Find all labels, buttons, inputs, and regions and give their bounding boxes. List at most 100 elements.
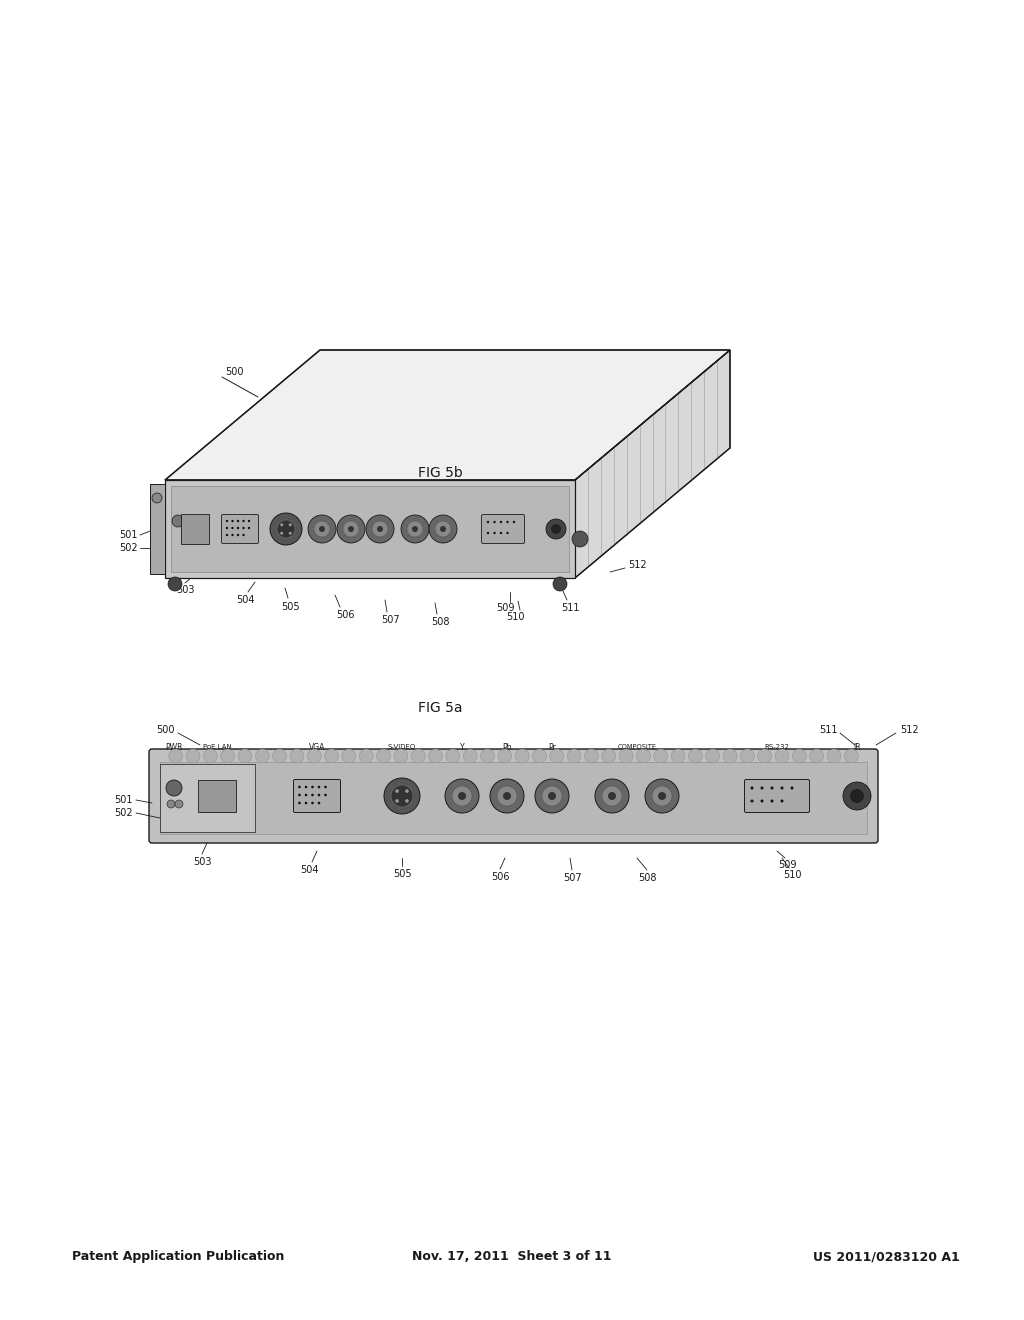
Text: PWR: PWR xyxy=(165,742,182,751)
Circle shape xyxy=(654,748,668,763)
Text: RS-232: RS-232 xyxy=(765,744,790,750)
Circle shape xyxy=(238,748,252,763)
Circle shape xyxy=(770,800,773,803)
Circle shape xyxy=(620,748,633,763)
Text: 503: 503 xyxy=(176,585,195,595)
Polygon shape xyxy=(165,350,730,480)
Circle shape xyxy=(248,520,250,523)
Circle shape xyxy=(412,525,418,532)
Circle shape xyxy=(394,748,408,763)
Circle shape xyxy=(221,748,234,763)
Circle shape xyxy=(168,577,182,591)
Circle shape xyxy=(494,532,496,535)
Circle shape xyxy=(770,787,773,789)
FancyBboxPatch shape xyxy=(294,780,341,813)
Text: 504: 504 xyxy=(300,865,318,875)
Circle shape xyxy=(172,515,184,527)
Circle shape xyxy=(780,787,783,789)
Circle shape xyxy=(305,801,307,804)
Circle shape xyxy=(602,748,615,763)
Circle shape xyxy=(237,533,240,536)
Circle shape xyxy=(503,792,511,800)
Circle shape xyxy=(553,577,567,591)
Text: 507: 507 xyxy=(562,873,582,883)
Circle shape xyxy=(500,532,502,535)
Circle shape xyxy=(384,777,420,814)
Text: 504: 504 xyxy=(236,595,254,605)
Bar xyxy=(198,780,236,812)
Circle shape xyxy=(343,521,359,537)
Circle shape xyxy=(758,748,772,763)
Text: 500: 500 xyxy=(157,725,175,735)
Bar xyxy=(160,762,867,834)
Circle shape xyxy=(391,785,413,807)
Circle shape xyxy=(270,513,302,545)
Circle shape xyxy=(325,793,327,796)
Circle shape xyxy=(506,521,509,523)
Circle shape xyxy=(486,532,489,535)
Circle shape xyxy=(395,789,399,793)
Circle shape xyxy=(440,525,446,532)
Circle shape xyxy=(486,521,489,523)
Circle shape xyxy=(548,792,556,800)
Circle shape xyxy=(637,748,650,763)
Circle shape xyxy=(652,785,672,807)
Bar xyxy=(150,484,165,574)
Circle shape xyxy=(307,748,322,763)
Circle shape xyxy=(169,748,182,763)
Circle shape xyxy=(793,748,806,763)
Circle shape xyxy=(671,748,685,763)
Circle shape xyxy=(688,748,702,763)
Circle shape xyxy=(305,785,307,788)
Circle shape xyxy=(761,800,764,803)
Circle shape xyxy=(845,748,858,763)
Text: 511: 511 xyxy=(819,725,838,735)
Circle shape xyxy=(314,521,330,537)
Circle shape xyxy=(435,521,451,537)
Text: L: L xyxy=(610,755,614,762)
Circle shape xyxy=(231,520,233,523)
Text: Pb: Pb xyxy=(502,742,512,751)
Text: 502: 502 xyxy=(120,543,138,553)
Text: 510: 510 xyxy=(782,870,801,880)
Text: 512: 512 xyxy=(628,560,646,570)
Circle shape xyxy=(740,748,755,763)
Circle shape xyxy=(761,787,764,789)
Text: 510: 510 xyxy=(506,612,524,622)
Circle shape xyxy=(377,525,383,532)
Text: 509: 509 xyxy=(778,861,797,870)
FancyBboxPatch shape xyxy=(221,515,258,544)
Circle shape xyxy=(602,785,622,807)
Circle shape xyxy=(226,520,228,523)
Text: 506: 506 xyxy=(336,610,354,620)
Circle shape xyxy=(243,520,245,523)
Text: FIG 5a: FIG 5a xyxy=(418,701,463,714)
Text: COMPOSITE: COMPOSITE xyxy=(617,744,656,750)
Circle shape xyxy=(231,533,233,536)
Circle shape xyxy=(243,527,245,529)
Text: 509: 509 xyxy=(496,603,514,612)
Circle shape xyxy=(658,792,666,800)
Circle shape xyxy=(494,521,496,523)
Circle shape xyxy=(498,748,512,763)
Circle shape xyxy=(298,801,301,804)
Circle shape xyxy=(532,748,547,763)
Polygon shape xyxy=(171,486,569,572)
Text: IR: IR xyxy=(853,742,861,751)
Circle shape xyxy=(546,519,566,539)
Polygon shape xyxy=(165,480,575,578)
Text: 508: 508 xyxy=(431,616,450,627)
Circle shape xyxy=(608,792,616,800)
Circle shape xyxy=(305,793,307,796)
Text: 506: 506 xyxy=(490,873,509,882)
Circle shape xyxy=(226,527,228,529)
Circle shape xyxy=(452,785,472,807)
Circle shape xyxy=(645,779,679,813)
Circle shape xyxy=(186,748,200,763)
Text: 500: 500 xyxy=(225,367,244,378)
Circle shape xyxy=(406,799,409,803)
Circle shape xyxy=(272,748,287,763)
Text: 512: 512 xyxy=(900,725,919,735)
Circle shape xyxy=(751,800,754,803)
Text: 508: 508 xyxy=(638,873,656,883)
